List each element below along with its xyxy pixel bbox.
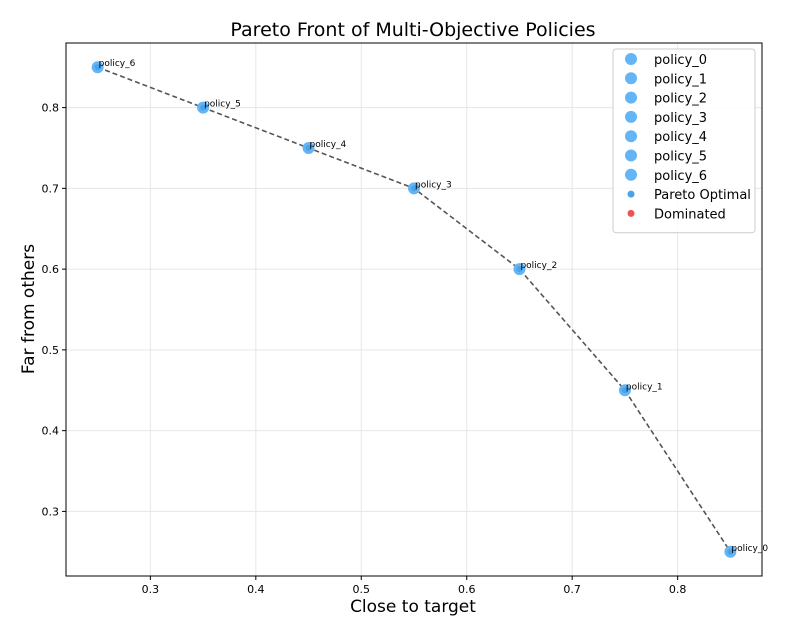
data-points: policy_0 policy_1 policy_2 policy_3 policy_4… bbox=[91, 59, 768, 558]
pareto-marker-policy_4 bbox=[305, 144, 312, 151]
legend-label: policy_4 bbox=[654, 130, 707, 145]
pareto-marker-policy_2 bbox=[516, 266, 523, 273]
y-axis-label: Far from others bbox=[19, 244, 39, 374]
chart-title: Pareto Front of Multi-Objective Policies bbox=[230, 19, 595, 41]
x-tick-label: 0.7 bbox=[563, 583, 581, 596]
legend-label: policy_5 bbox=[654, 150, 707, 165]
x-tick-label: 0.5 bbox=[353, 583, 371, 596]
point-label: policy_4 bbox=[310, 140, 347, 150]
pareto-marker-policy_6 bbox=[94, 64, 101, 71]
y-tick-label: 0.4 bbox=[42, 425, 60, 438]
point-label: policy_1 bbox=[626, 382, 663, 392]
legend-label: policy_2 bbox=[654, 92, 707, 107]
legend-marker bbox=[625, 130, 637, 143]
point-label: policy_0 bbox=[731, 544, 768, 554]
legend-marker bbox=[625, 91, 637, 104]
legend-marker bbox=[625, 168, 637, 181]
point-label: policy_6 bbox=[99, 59, 136, 69]
legend-marker bbox=[627, 190, 635, 198]
y-tick-label: 0.8 bbox=[42, 102, 60, 115]
legend-label: policy_0 bbox=[654, 53, 707, 68]
legend-label: Dominated bbox=[654, 207, 726, 222]
legend: policy_0 policy_1 policy_2 policy_3 policy_4… bbox=[612, 48, 756, 234]
axis-ticks: 0.3 0.4 0.5 0.6 0.7 0.8 0.3 0.4 0.5 0.6 0.7 0.8 bbox=[42, 102, 687, 596]
legend-marker bbox=[625, 110, 637, 123]
legend-marker bbox=[627, 209, 635, 217]
legend-label: policy_3 bbox=[654, 111, 707, 126]
pareto-marker-policy_0 bbox=[727, 548, 734, 555]
pareto-marker-policy_5 bbox=[200, 104, 207, 111]
x-tick-label: 0.6 bbox=[458, 583, 476, 596]
pareto-marker-policy_1 bbox=[621, 387, 628, 394]
y-tick-label: 0.5 bbox=[42, 344, 60, 357]
legend-label: Pareto Optimal bbox=[654, 188, 751, 203]
y-tick-label: 0.6 bbox=[42, 263, 60, 276]
legend-label: policy_6 bbox=[654, 169, 707, 184]
x-tick-label: 0.8 bbox=[669, 583, 687, 596]
x-tick-label: 0.3 bbox=[142, 583, 160, 596]
plot-frame bbox=[65, 42, 763, 577]
y-tick-label: 0.3 bbox=[42, 505, 60, 518]
legend-marker bbox=[625, 72, 637, 85]
pareto-marker-policy_3 bbox=[411, 185, 417, 192]
legend-marker bbox=[625, 53, 637, 65]
x-tick-label: 0.4 bbox=[247, 583, 265, 596]
point-label: policy_2 bbox=[520, 261, 557, 271]
x-axis-label: Close to target bbox=[350, 597, 476, 617]
y-tick-label: 0.7 bbox=[42, 182, 60, 195]
legend-marker bbox=[625, 149, 637, 162]
point-label: policy_3 bbox=[415, 180, 452, 190]
legend-box bbox=[612, 48, 756, 234]
point-label: policy_5 bbox=[204, 100, 241, 110]
legend-label: policy_1 bbox=[654, 72, 707, 87]
